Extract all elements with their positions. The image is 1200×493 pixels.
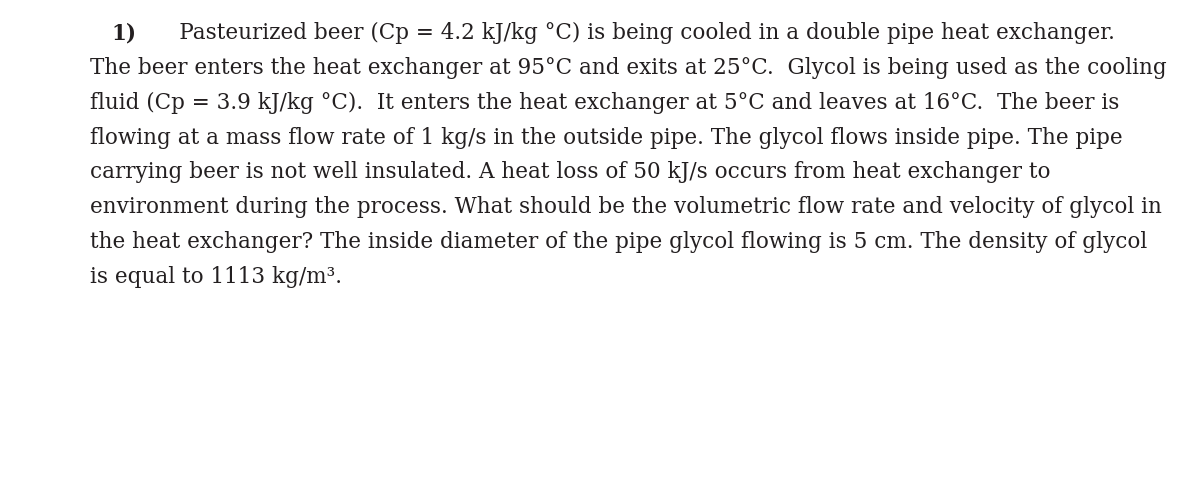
Text: 1): 1) xyxy=(112,22,137,44)
Text: Pasteurized beer (Cp = 4.2 kJ/kg °C) is being cooled in a double pipe heat excha: Pasteurized beer (Cp = 4.2 kJ/kg °C) is … xyxy=(90,22,1166,288)
